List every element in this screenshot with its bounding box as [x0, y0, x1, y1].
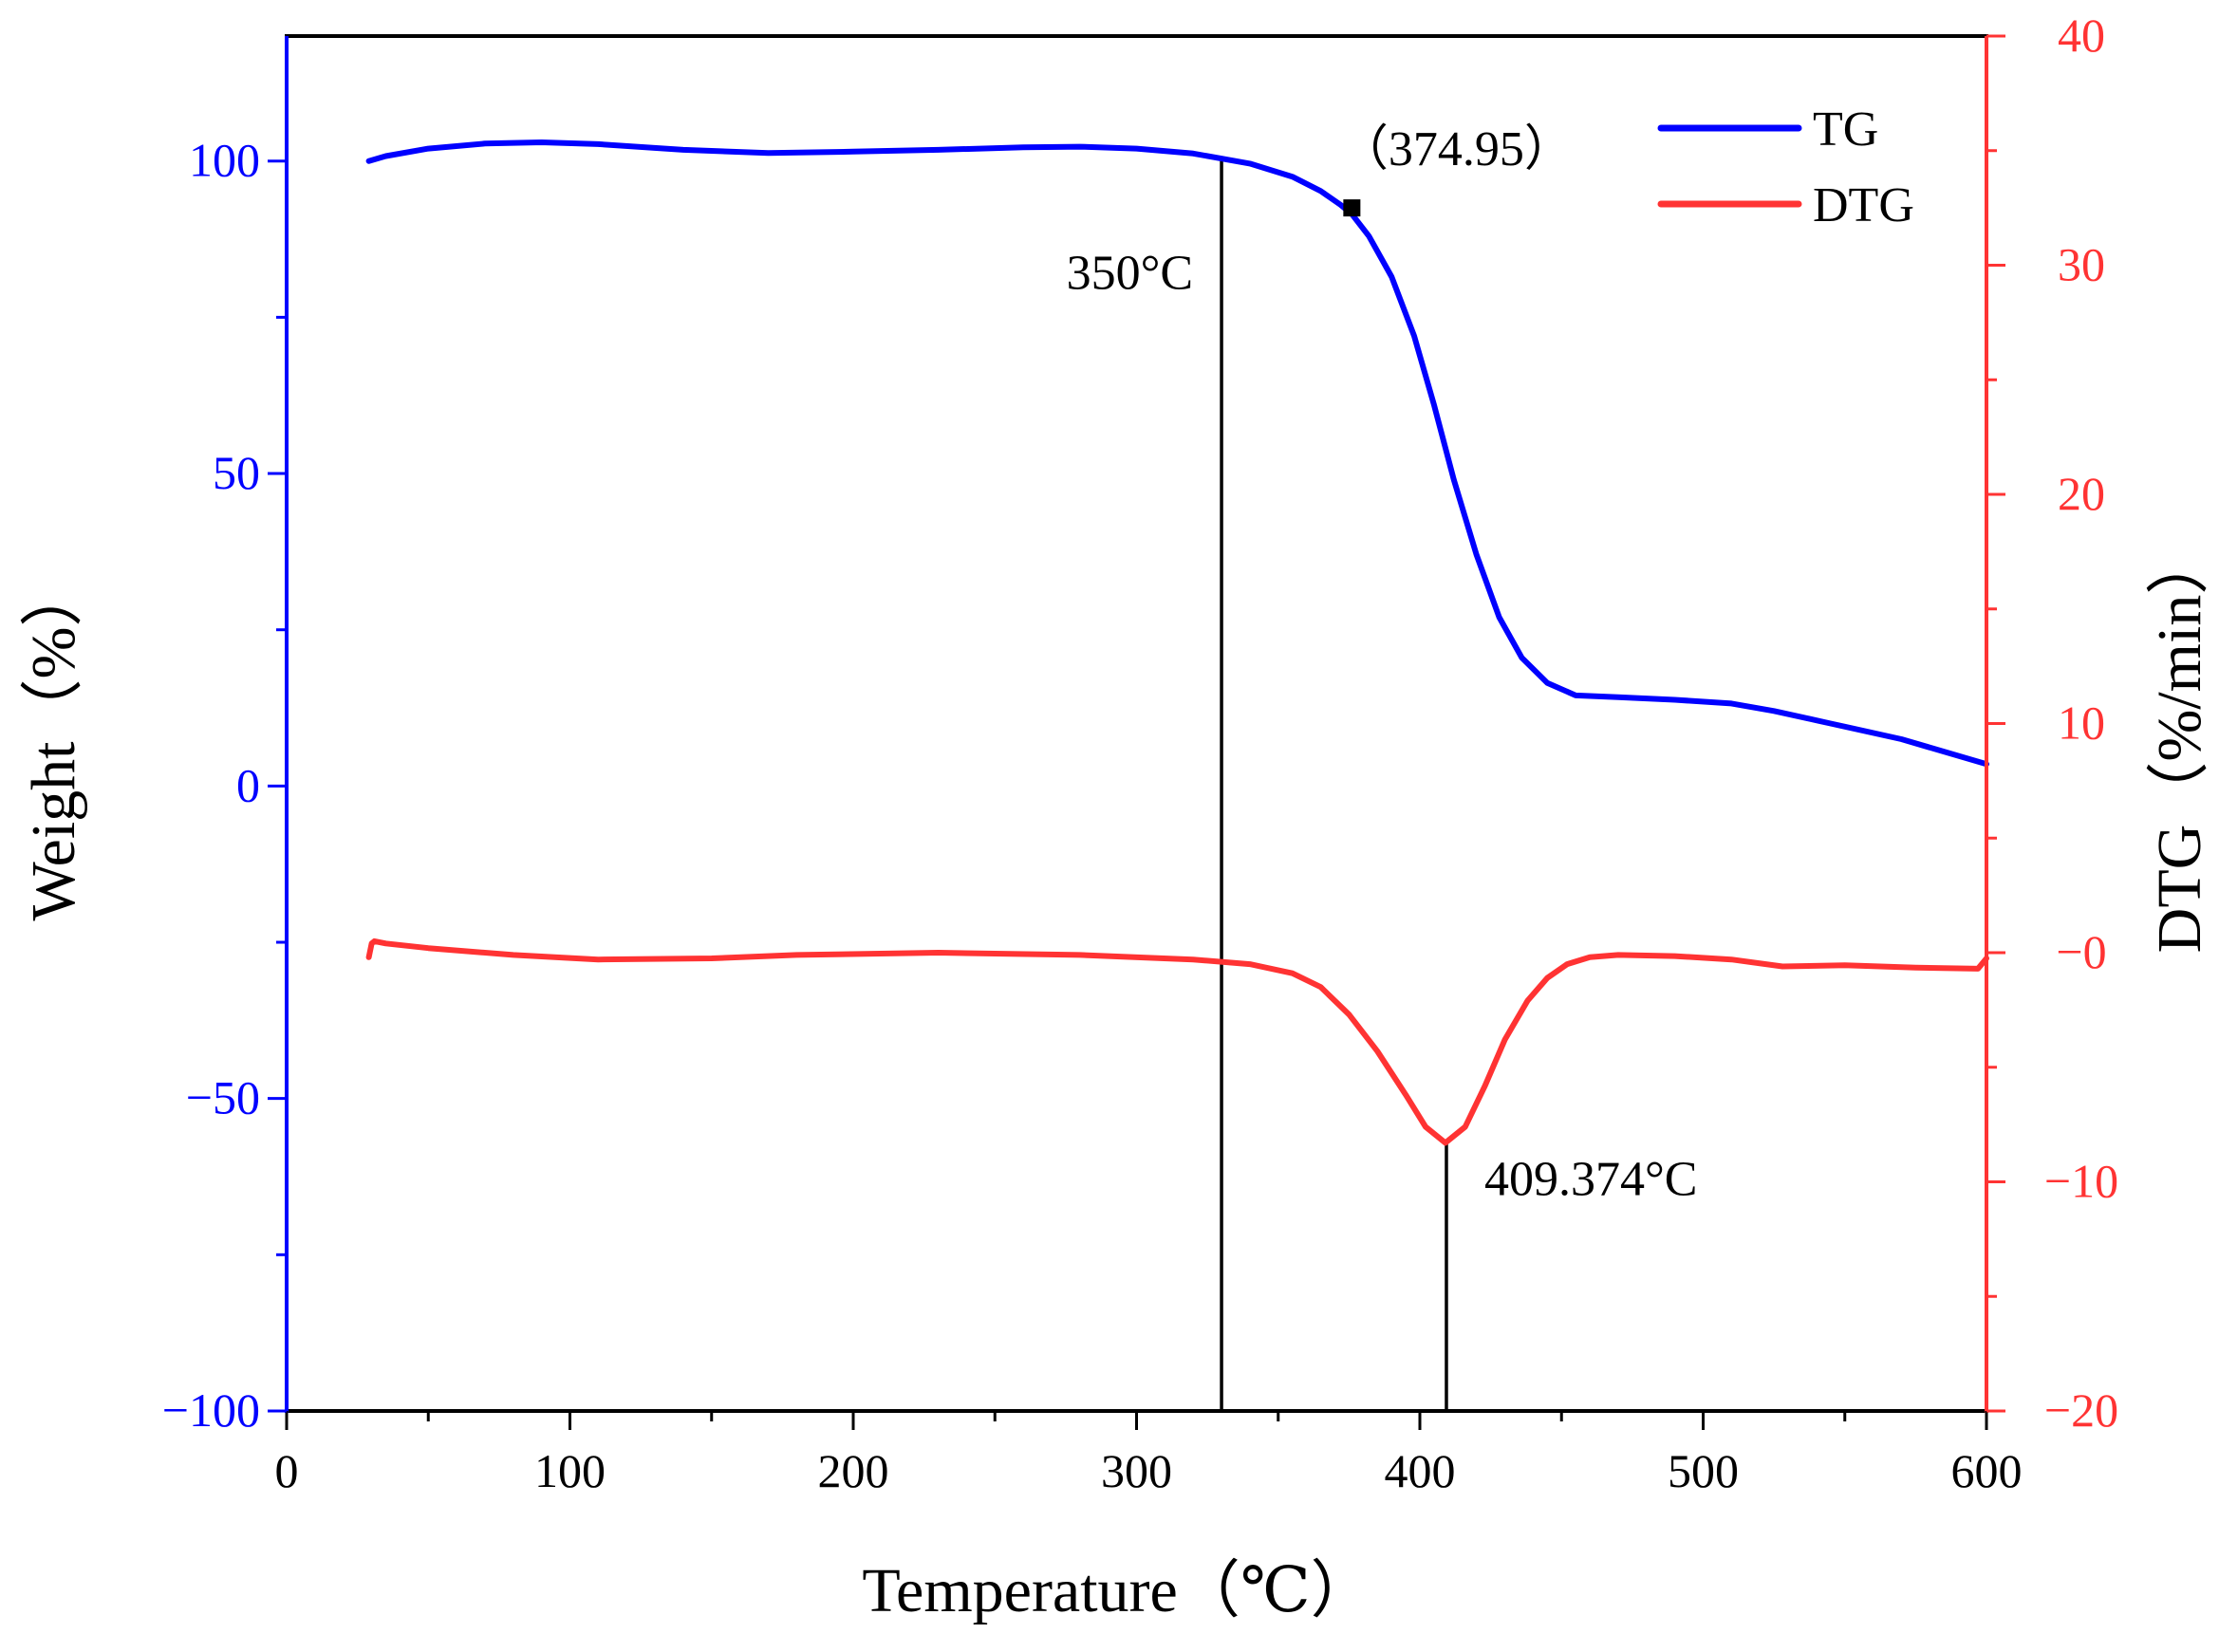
right-y-tick-label: 20 [2058, 467, 2105, 520]
right-y-tick-label: 40 [2058, 9, 2105, 62]
right-y-tick-label: −0 [2056, 925, 2106, 978]
annotation-label-374: （374.95） [1339, 122, 1574, 176]
x-axis-title: Temperature（℃） [862, 1556, 1372, 1625]
annotation-marker [1343, 199, 1361, 217]
annotation-vlines [1220, 160, 1448, 1411]
right-y-tick-label: −20 [2044, 1383, 2118, 1437]
right-y-tick-label: 30 [2058, 238, 2105, 291]
legend-label-tg: TG [1813, 102, 1878, 157]
annotation-label-409: 409.374°C [1484, 1152, 1697, 1206]
ticks-layer: 0 100 200 300 400 500 600 −100 −50 0 50 100 −20 −10 −0… [162, 9, 2118, 1497]
left-y-tick-label: 0 [236, 758, 260, 811]
x-tick-label: 0 [275, 1444, 299, 1497]
x-tick-label: 200 [818, 1444, 889, 1497]
right-y-tick-label: 10 [2058, 696, 2105, 750]
legend-label-dtg: DTG [1813, 178, 1914, 232]
left-y-tick-label: −50 [186, 1071, 260, 1124]
series-dtg-line [365, 937, 1989, 1146]
series-tg-line [365, 139, 1989, 768]
x-tick-label: 300 [1101, 1444, 1172, 1497]
annotation-label-350: 350°C [1067, 247, 1193, 301]
left-y-axis-title: Weight（%） [19, 565, 88, 921]
x-tick-label: 100 [534, 1444, 606, 1497]
left-y-tick-label: 50 [213, 446, 260, 499]
right-y-tick-label: −10 [2044, 1155, 2118, 1208]
axes-layer [285, 34, 1988, 1413]
x-tick-label: 600 [1951, 1444, 2023, 1497]
right-y-axis-title: DTG（%/min） [2145, 532, 2214, 954]
left-y-tick-label: 100 [189, 134, 260, 187]
x-tick-label: 500 [1668, 1444, 1739, 1497]
x-tick-label: 400 [1385, 1444, 1456, 1497]
annotation-labels: 350°C 409.374°C （374.95） [1067, 122, 1698, 1206]
legend: TG DTG [1657, 102, 1914, 232]
left-y-tick-label: −100 [162, 1383, 260, 1437]
